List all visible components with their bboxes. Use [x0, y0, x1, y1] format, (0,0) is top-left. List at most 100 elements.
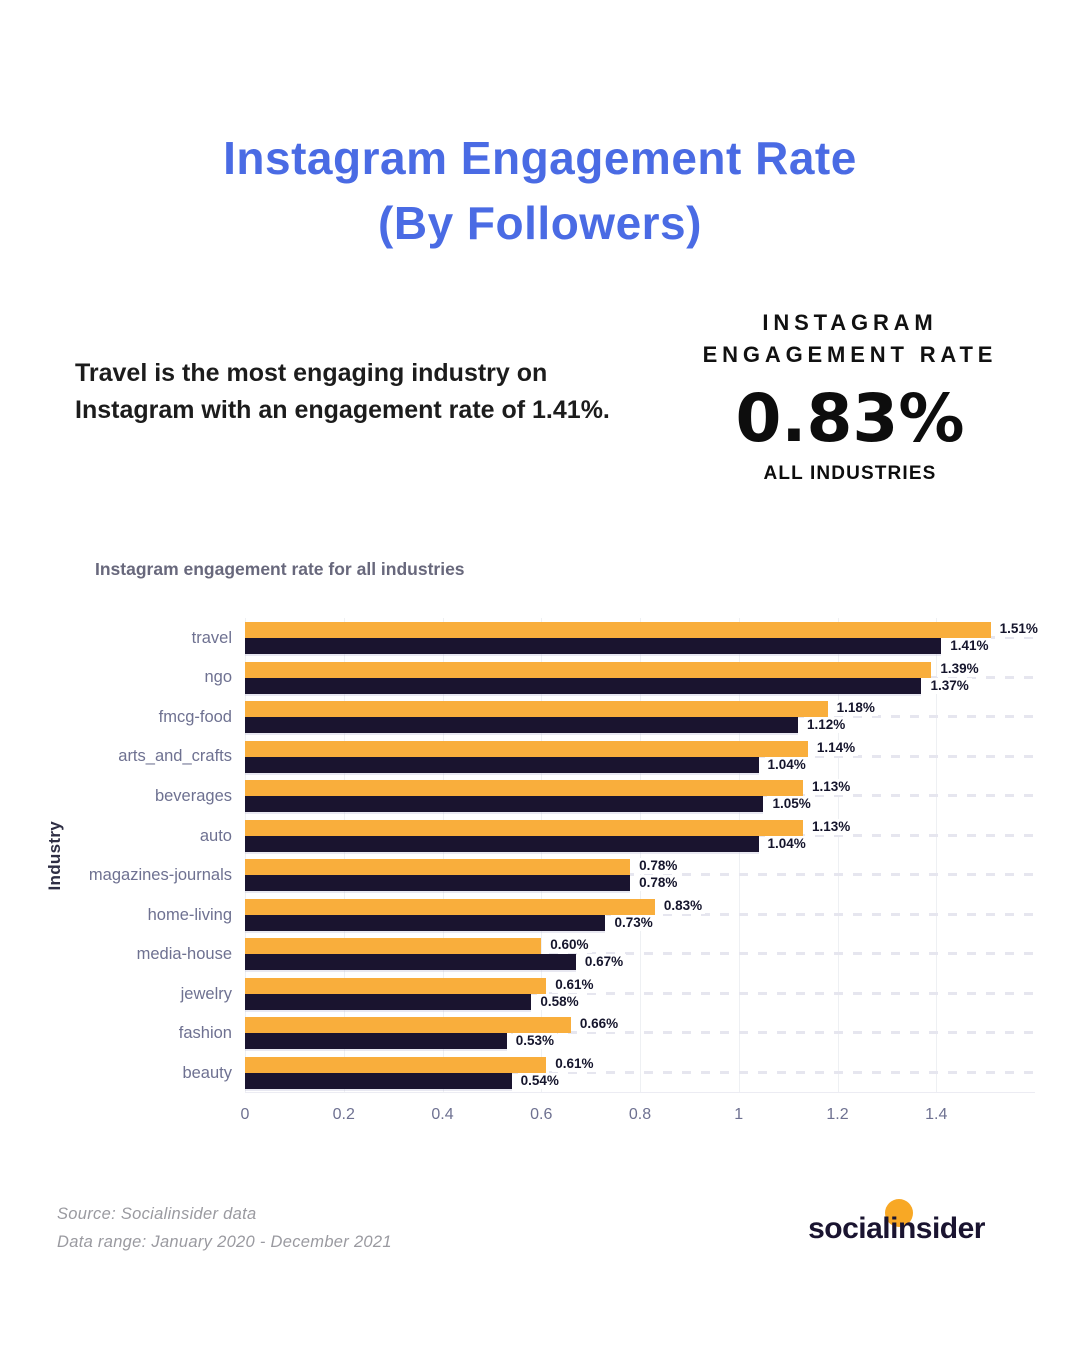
value-label: 1.41% [947, 638, 992, 655]
orange-bar [245, 819, 803, 836]
value-label: 0.54% [517, 1072, 562, 1089]
x-tick-label: 0.2 [332, 1106, 355, 1124]
category-label: beauty [182, 1064, 232, 1083]
value-label: 1.39% [937, 660, 982, 677]
category-label: jewelry [180, 984, 232, 1003]
category-label: beverages [154, 787, 232, 805]
source-note: Source: Socialinsider data Data range: J… [57, 1201, 392, 1255]
orange-bar [245, 622, 991, 639]
x-tick-label: 0.8 [628, 1106, 652, 1124]
navy-bar [245, 993, 532, 1010]
category-label: magazines-journals [88, 866, 232, 885]
value-label: 0.58% [537, 993, 582, 1010]
x-tick-label: 1.2 [826, 1106, 849, 1124]
orange-bar [245, 977, 547, 994]
vertical-gridline [936, 618, 938, 1093]
bar-row: 1.14% 1.04% [245, 737, 1035, 777]
navy-bar [245, 638, 942, 655]
value-label: 0.78% [636, 858, 681, 875]
value-label: 1.12% [804, 717, 849, 734]
navy-bar [245, 835, 759, 852]
plot-area: 1.51% 1.41% 1.39% 1.37% 1.18% 1.12% 1.14% 1.04%… [241, 618, 1041, 1123]
orange-bar [245, 898, 655, 915]
category-label: auto [199, 826, 232, 845]
x-tick-label: 0.4 [431, 1106, 454, 1124]
bar-chart: Industry travel ngo fmcg-food arts_and_craf… [40, 618, 1041, 1123]
orange-bar [245, 740, 808, 757]
socialinsider-logo: socia linsider [808, 1198, 986, 1246]
page-title-line2: (By Followers) [378, 197, 702, 250]
x-tick-label: 0 [240, 1106, 250, 1124]
navy-bar [245, 875, 631, 892]
value-label: 0.67% [581, 954, 627, 971]
logo-text-left: socia [808, 1211, 883, 1245]
row-gridline [245, 873, 1035, 877]
orange-bar [245, 1056, 547, 1073]
category-label: fmcg-food [158, 707, 232, 726]
value-label: 1.51% [996, 621, 1041, 638]
chart-title: Instagram engagement rate for all indust… [95, 559, 465, 580]
bar-row: 1.51% 1.41% [245, 618, 1041, 658]
value-label: 0.83% [660, 897, 706, 914]
value-label: 1.05% [769, 796, 814, 813]
row-gridline [245, 1070, 1035, 1074]
category-label: arts_and_crafts [118, 747, 232, 766]
value-label: 1.14% [813, 739, 859, 756]
vertical-gridline [541, 618, 543, 1093]
page-title-line1: Instagram Engagement Rate [223, 132, 857, 184]
y-axis-label: Industry [45, 821, 64, 891]
navy-bar [245, 756, 759, 773]
value-label: 0.73% [611, 914, 656, 931]
navy-bar [245, 677, 922, 694]
value-label: 1.04% [764, 835, 809, 852]
bar-row: 1.18% 1.12% [245, 697, 1035, 737]
row-gridline [245, 1031, 1035, 1035]
value-label: 1.04% [764, 756, 809, 773]
vertical-gridline [245, 618, 246, 1093]
logo-text-right: sider [915, 1211, 986, 1245]
orange-bar [245, 1017, 571, 1034]
source-line2: Data range: January 2020 - December 2021 [57, 1232, 392, 1251]
navy-bar [245, 954, 576, 971]
vertical-gridline [442, 618, 444, 1093]
value-label: 0.61% [552, 976, 597, 993]
vertical-gridline [640, 618, 641, 1093]
value-label: 1.13% [808, 779, 854, 796]
value-label: 0.78% [636, 875, 681, 892]
vertical-gridline [837, 618, 839, 1093]
info-row: Travel is the most engaging industry on … [75, 310, 1010, 486]
stat-value: 0.83% [735, 380, 965, 458]
value-label: 1.18% [833, 700, 878, 717]
source-line1: Source: Socialinsider data [57, 1205, 257, 1224]
bar-row: 0.78% 0.78% [245, 855, 1035, 895]
category-label: ngo [204, 668, 232, 687]
orange-bar [245, 938, 542, 955]
value-label: 1.37% [927, 677, 972, 694]
category-label: fashion [178, 1024, 232, 1043]
logo-text-mid: lin [882, 1211, 916, 1245]
bar-row: 1.13% 1.04% [245, 816, 1035, 856]
value-label: 0.53% [512, 1033, 557, 1050]
category-label: travel [191, 628, 232, 647]
x-axis: 0 0.2 0.4 0.6 0.8 1 1.2 1.4 [241, 1092, 1035, 1132]
stat-label-line2: ENGAGEMENT RATE [702, 341, 998, 367]
navy-bar [245, 717, 798, 734]
navy-bar [245, 1072, 512, 1089]
navy-bar [245, 914, 606, 931]
vertical-gridline [343, 618, 345, 1093]
stat-sublabel: ALL INDUSTRIES [763, 463, 937, 485]
row-gridline [245, 991, 1035, 995]
value-label: 1.13% [808, 818, 854, 835]
x-tick-label: 1 [734, 1106, 744, 1124]
bar-row: 0.61% 0.54% [245, 1053, 1035, 1093]
bar-row: 0.60% 0.67% [245, 934, 1035, 974]
stat-label-line1: INSTAGRAM [762, 309, 938, 335]
navy-bar [245, 1033, 507, 1050]
navy-bar [245, 796, 764, 813]
bar-row: 0.83% 0.73% [245, 895, 1035, 935]
orange-bar [245, 780, 803, 797]
value-label: 0.61% [552, 1055, 597, 1072]
page-title: Instagram Engagement Rate (By Followers) [0, 126, 1080, 257]
value-label: 0.60% [547, 937, 592, 954]
